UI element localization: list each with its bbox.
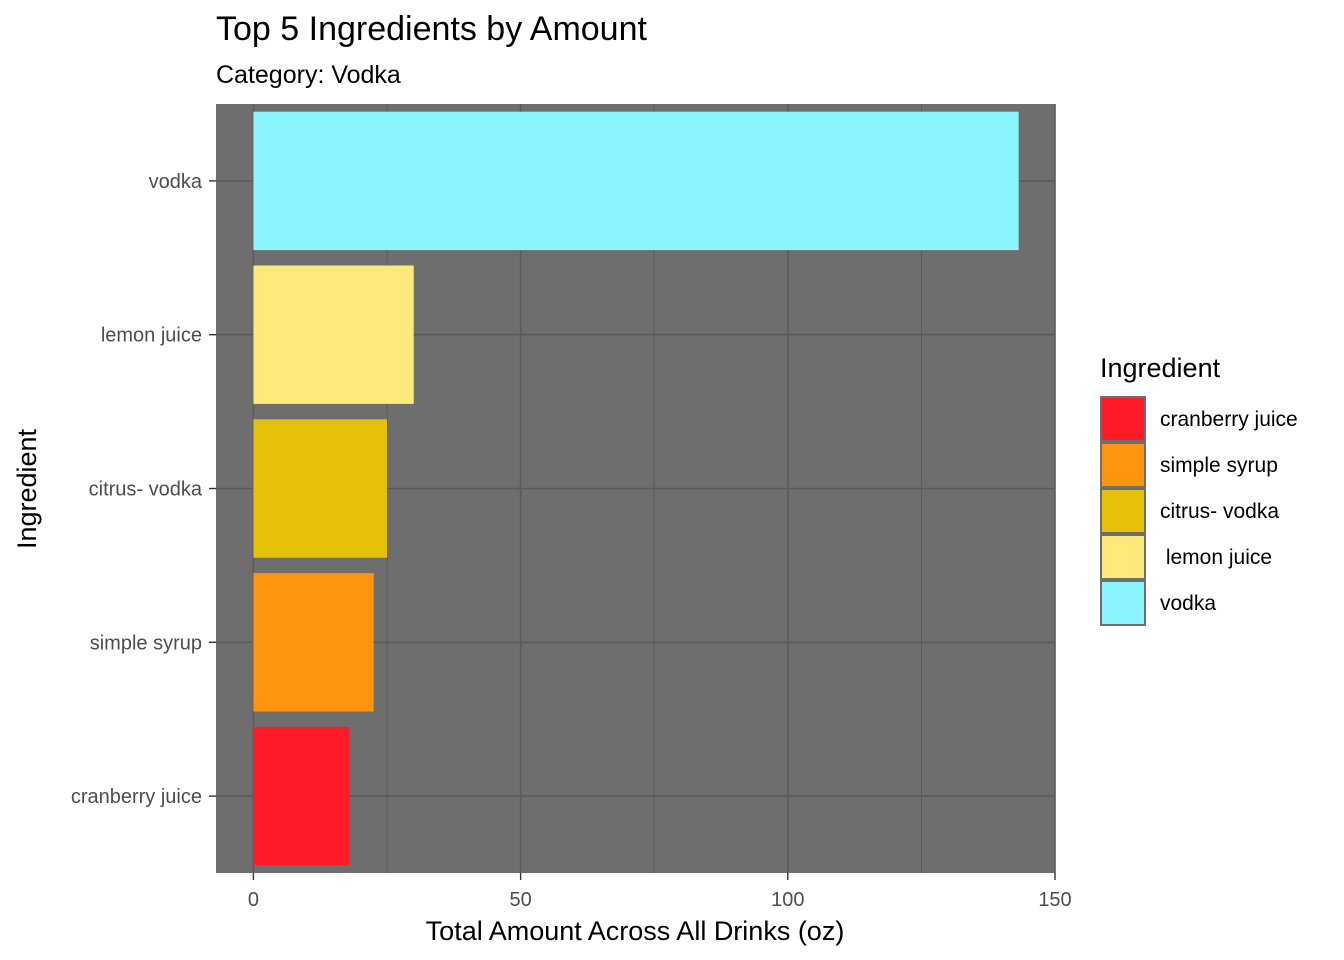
bars (253, 111, 1019, 866)
bar-citrus-vodka (253, 419, 388, 558)
chart-subtitle: Category: Vodka (216, 61, 401, 89)
y-axis: vodka lemon juice citrus- vodka simple syru… (71, 171, 216, 808)
legend-key (1100, 396, 1146, 442)
legend-title: Ingredient (1100, 353, 1221, 383)
x-axis: 0 50 100 150 (248, 873, 1072, 911)
y-tick-label: vodka (149, 171, 203, 193)
legend-label: citrus- vodka (1160, 500, 1279, 523)
x-tick-label: 50 (509, 889, 531, 911)
legend-label: vodka (1160, 592, 1216, 615)
legend-label: simple syrup (1160, 454, 1278, 477)
bar-lemon-juice (253, 265, 414, 404)
legend-items: cranberry juice simple syrup citrus- vodka… (1100, 396, 1298, 626)
bar-cranberry-juice (253, 726, 350, 866)
x-tick-label: 0 (248, 889, 259, 911)
y-tick-label: citrus- vodka (89, 479, 203, 501)
legend-key (1100, 534, 1146, 580)
bar-simple-syrup (253, 573, 374, 712)
y-tick-label: lemon juice (101, 325, 202, 347)
bar-vodka (253, 111, 1019, 251)
legend-key (1100, 442, 1146, 488)
x-axis-title: Total Amount Across All Drinks (oz) (426, 916, 845, 946)
x-tick-label: 150 (1038, 889, 1071, 911)
legend-label: cranberry juice (1160, 408, 1298, 431)
y-tick-label: simple syrup (90, 632, 202, 654)
legend-label: lemon juice (1160, 546, 1272, 569)
y-axis-title: Ingredient (12, 428, 42, 549)
x-tick-label: 100 (771, 889, 804, 911)
chart-title: Top 5 Ingredients by Amount (216, 10, 647, 48)
legend-key (1100, 580, 1146, 626)
legend-key (1100, 488, 1146, 534)
legend: Ingredient cranberry juice simple syrup ci… (1100, 353, 1298, 626)
y-tick-label: cranberry juice (71, 786, 202, 808)
